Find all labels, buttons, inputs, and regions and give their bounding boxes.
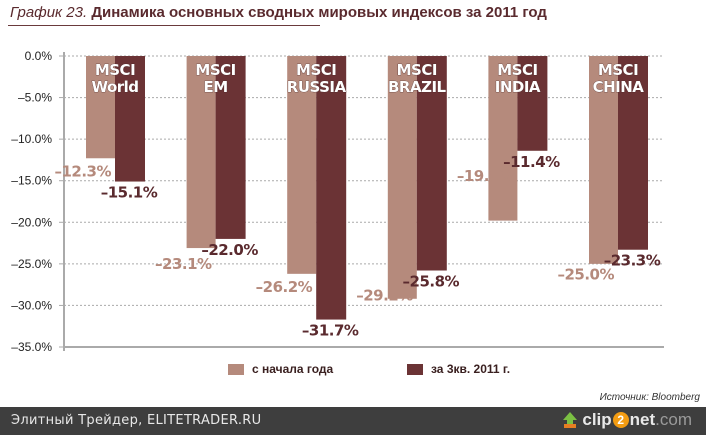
value-label-q3: –31.7% — [302, 322, 359, 340]
clip2net-logo[interactable]: clip 2 net .com — [561, 410, 692, 430]
value-label-ytd: –26.2% — [256, 278, 313, 296]
y-tick-label: –10.0% — [11, 132, 52, 146]
value-label-q3: –25.8% — [403, 273, 460, 291]
value-label-q3: –15.1% — [101, 184, 158, 202]
bar-ytd — [86, 56, 115, 159]
source-note: Источник: Bloomberg — [599, 392, 700, 403]
y-tick-label: –30.0% — [11, 298, 52, 312]
legend-swatch-ytd — [228, 363, 244, 375]
legend-label-ytd: с начала года — [252, 362, 334, 376]
value-label-ytd: –12.3% — [54, 162, 111, 180]
value-label-ytd: –25.0% — [557, 266, 614, 284]
chart-title-text: Динамика основных сводных мировых индекс… — [91, 4, 547, 21]
upload-arrow-icon — [563, 412, 578, 428]
logo-text-clip: clip — [582, 410, 612, 429]
logo-text-com: .com — [655, 410, 692, 429]
bar-ytd — [589, 56, 618, 264]
bar-ytd — [287, 56, 317, 274]
value-label-ytd: –19.8% — [457, 167, 514, 185]
y-tick-label: –15.0% — [11, 174, 52, 188]
value-label-q3: –23.3% — [604, 252, 661, 270]
chart-title: График 23. Динамика основных сводных мир… — [10, 4, 547, 21]
bar-ytd — [488, 56, 518, 221]
category-label: World — [91, 78, 138, 96]
bar-q3 — [215, 56, 246, 239]
y-tick-label: –20.0% — [11, 215, 52, 229]
category-label: MSCI — [95, 61, 135, 79]
bar-q3 — [316, 56, 347, 320]
category-label: MSCI — [397, 61, 437, 79]
footer-site-text: Элитный Трейдер, ELITETRADER.RU — [11, 413, 262, 428]
value-label-ytd: –23.1% — [155, 255, 212, 273]
bar-q3 — [416, 56, 447, 271]
logo-text-net: net — [629, 410, 656, 429]
category-label: EM — [204, 78, 228, 96]
legend-item-ytd: с начала года — [228, 362, 333, 376]
chart-number: График 23. — [10, 4, 88, 21]
value-labels: –12.3% –15.1% –23.1%–22.0% –26.2% –31.7% –29.… — [54, 153, 661, 340]
category-label: INDIA — [495, 78, 541, 96]
bar-q3 — [115, 56, 145, 182]
value-label-ytd: –29.2% — [356, 287, 413, 305]
title-underline — [8, 25, 320, 26]
category-label: CHINA — [593, 78, 645, 96]
logo-text-2: 2 — [612, 412, 629, 428]
y-tick-label: –35.0% — [11, 340, 52, 354]
bars — [86, 56, 648, 320]
y-tick-label: –25.0% — [11, 257, 52, 271]
legend-swatch-q3 — [407, 363, 423, 375]
category-label: RUSSIA — [287, 78, 347, 96]
legend-item-q3: за 3кв. 2011 г. — [407, 362, 510, 376]
y-axis: 0.0%–5.0%–10.0%–15.0%–20.0%–25.0%–30.0%–… — [11, 49, 664, 354]
bar-q3 — [618, 56, 648, 250]
value-label-q3: –11.4% — [503, 153, 560, 171]
category-label: BRAZIL — [388, 78, 447, 96]
category-label: MSCI — [195, 61, 235, 79]
value-label-q3: –22.0% — [201, 241, 258, 259]
footer-bar: Элитный Трейдер, ELITETRADER.RU clip 2 net… — [0, 407, 706, 435]
bar-ytd — [186, 56, 216, 249]
category-label: MSCI — [296, 61, 336, 79]
legend-label-q3: за 3кв. 2011 г. — [431, 362, 511, 376]
gridlines — [64, 55, 664, 306]
y-tick-label: –5.0% — [18, 91, 52, 105]
bar-ytd — [387, 56, 417, 299]
category-label: MSCI — [497, 61, 537, 79]
category-labels: MSCIWorldMSCIEMMSCIRUSSIAMSCIBRAZILMSCII… — [91, 61, 645, 97]
bar-q3 — [517, 56, 548, 151]
bar-chart: 0.0%–5.0%–10.0%–15.0%–20.0%–25.0%–30.0%–… — [11, 49, 664, 354]
y-tick-label: 0.0% — [25, 49, 53, 63]
category-label: MSCI — [598, 61, 638, 79]
